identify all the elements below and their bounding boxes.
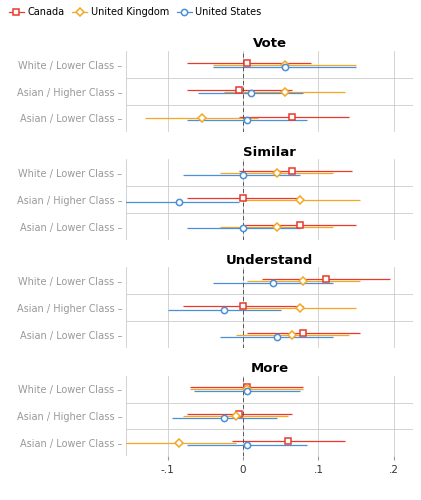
Legend: Canada, United Kingdom, United States: Canada, United Kingdom, United States <box>9 8 262 18</box>
Text: Understand: Understand <box>226 254 313 266</box>
Text: More: More <box>250 362 288 375</box>
Text: Vote: Vote <box>253 38 286 51</box>
Text: Similar: Similar <box>243 146 296 158</box>
